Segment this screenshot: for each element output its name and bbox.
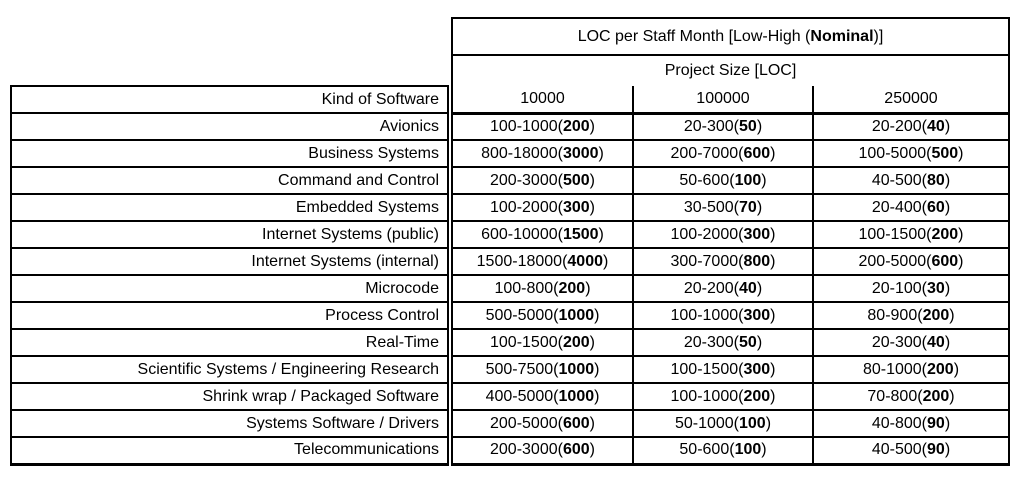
blank-corner [11,18,452,55]
loc-value-cell: 100-1000(300) [632,301,814,330]
kind-of-software-header: Kind of Software [10,85,449,114]
column-gap [448,302,452,329]
loc-value-cell: 100-5000(500) [812,139,1010,168]
kind-of-software-label: Embedded Systems [10,193,449,222]
loc-value-cell: 40-800(90) [812,409,1010,438]
kind-of-software-label: Internet Systems (public) [10,220,449,249]
loc-value-cell: 200-7000(600) [632,139,814,168]
kind-of-software-label: Systems Software / Drivers [10,409,449,438]
table-row: Command and Control 200-3000(500) 50-600(1… [10,166,1010,195]
table-row: Internet Systems (public) 600-10000(1500)… [10,220,1010,249]
loc-value-cell: 300-7000(800) [632,247,814,276]
column-gap [448,194,452,221]
loc-value-cell: 20-300(40) [812,328,1010,357]
loc-value-cell: 70-800(200) [812,382,1010,411]
loc-value-cell: 100-1500(200) [451,328,634,357]
kind-of-software-label: Avionics [10,112,449,141]
title-text: LOC per Staff Month [Low-High ( [577,27,811,45]
column-gap [448,329,452,356]
loc-value-cell: 500-7500(1000) [451,355,634,384]
loc-value-cell: 30-500(70) [632,193,814,222]
loc-value-cell: 200-5000(600) [451,409,634,438]
column-gap [448,410,452,437]
loc-value-cell: 1500-18000(4000) [451,247,634,276]
table-row: Microcode 100-800(200) 20-200(40) 20-100(30… [10,274,1010,303]
loc-value-cell: 200-5000(600) [812,247,1010,276]
column-gap [448,113,452,140]
blank-corner [11,55,452,86]
table-row: Shrink wrap / Packaged Software 400-5000(… [10,382,1010,411]
column-gap [448,140,452,167]
loc-value-cell: 100-1000(200) [632,382,814,411]
table-row: Business Systems 800-18000(3000) 200-7000(… [10,139,1010,168]
table-row: Avionics 100-1000(200) 20-300(50) 20-200(40… [10,112,1010,141]
table-row: Process Control 500-5000(1000) 100-1000(30… [10,301,1010,330]
loc-value-cell: 600-10000(1500) [451,220,634,249]
title-bold-text: Nominal [810,27,874,45]
loc-value-cell: 100-2000(300) [632,220,814,249]
column-gap [448,356,452,383]
column-gap [448,275,452,302]
loc-value-cell: 40-500(80) [812,166,1010,195]
table-title: LOC per Staff Month [Low-High (Nominal)] [451,17,1010,56]
table-row: Systems Software / Drivers 200-5000(600) 5… [10,409,1010,438]
kind-of-software-label: Business Systems [10,139,449,168]
column-gap [448,248,452,275]
loc-value-cell: 20-300(50) [632,112,814,141]
loc-value-cell: 100-1500(300) [632,355,814,384]
table-row: Real-Time 100-1500(200) 20-300(50) 20-300(4… [10,328,1010,357]
loc-value-cell: 100-2000(300) [451,193,634,222]
loc-value-cell: 100-1500(200) [812,220,1010,249]
column-headers-row: Kind of Software 10000 100000 250000 [10,85,1010,115]
loc-value-cell: 800-18000(3000) [451,139,634,168]
loc-value-cell: 100-1000(200) [451,112,634,141]
size-column-header-100000: 100000 [632,86,813,115]
column-gap [448,221,452,248]
column-gap [448,167,452,194]
column-gap [448,86,452,113]
loc-value-cell: 500-5000(1000) [451,301,634,330]
column-gap [448,383,452,410]
loc-value-cell: 200-3000(500) [451,166,634,195]
title-suffix-text: )] [873,27,884,45]
table-title-row: LOC per Staff Month [Low-High (Nominal)] [11,17,1010,56]
loc-value-cell: 20-300(50) [632,328,814,357]
loc-value-cell: 40-500(90) [812,436,1010,466]
loc-value-cell: 80-1000(200) [812,355,1010,384]
project-size-row: Project Size [LOC] [11,55,1010,86]
loc-value-cell: 100-800(200) [451,274,634,303]
loc-value-cell: 20-200(40) [632,274,814,303]
table-row: Scientific Systems / Engineering Researc… [10,355,1010,384]
loc-per-staff-month-table: LOC per Staff Month [Low-High (Nominal)]… [10,17,1010,466]
table-row: Internet Systems (internal) 1500-18000(40… [10,247,1010,276]
kind-of-software-label: Process Control [10,301,449,330]
table-row: Telecommunications 200-3000(600) 50-600(10… [10,436,1010,466]
size-column-header-10000: 10000 [451,86,633,115]
kind-of-software-label: Microcode [10,274,449,303]
loc-value-cell: 50-600(100) [632,436,814,466]
loc-value-cell: 400-5000(1000) [451,382,634,411]
loc-value-cell: 50-1000(100) [632,409,814,438]
kind-of-software-label: Telecommunications [10,436,449,466]
loc-value-cell: 200-3000(600) [451,436,634,466]
kind-of-software-label: Scientific Systems / Engineering Researc… [10,355,449,384]
loc-value-cell: 50-600(100) [632,166,814,195]
loc-value-cell: 20-100(30) [812,274,1010,303]
project-size-header: Project Size [LOC] [451,55,1010,86]
size-column-header-250000: 250000 [812,86,1010,115]
loc-value-cell: 20-400(60) [812,193,1010,222]
kind-of-software-label: Shrink wrap / Packaged Software [10,382,449,411]
table-row: Embedded Systems 100-2000(300) 30-500(70) 2… [10,193,1010,222]
column-gap [448,437,452,464]
loc-value-cell: 20-200(40) [812,112,1010,141]
loc-value-cell: 80-900(200) [812,301,1010,330]
kind-of-software-label: Command and Control [10,166,449,195]
table-body: Avionics 100-1000(200) 20-300(50) 20-200(40… [10,112,1010,466]
kind-of-software-label: Internet Systems (internal) [10,247,449,276]
kind-of-software-label: Real-Time [10,328,449,357]
